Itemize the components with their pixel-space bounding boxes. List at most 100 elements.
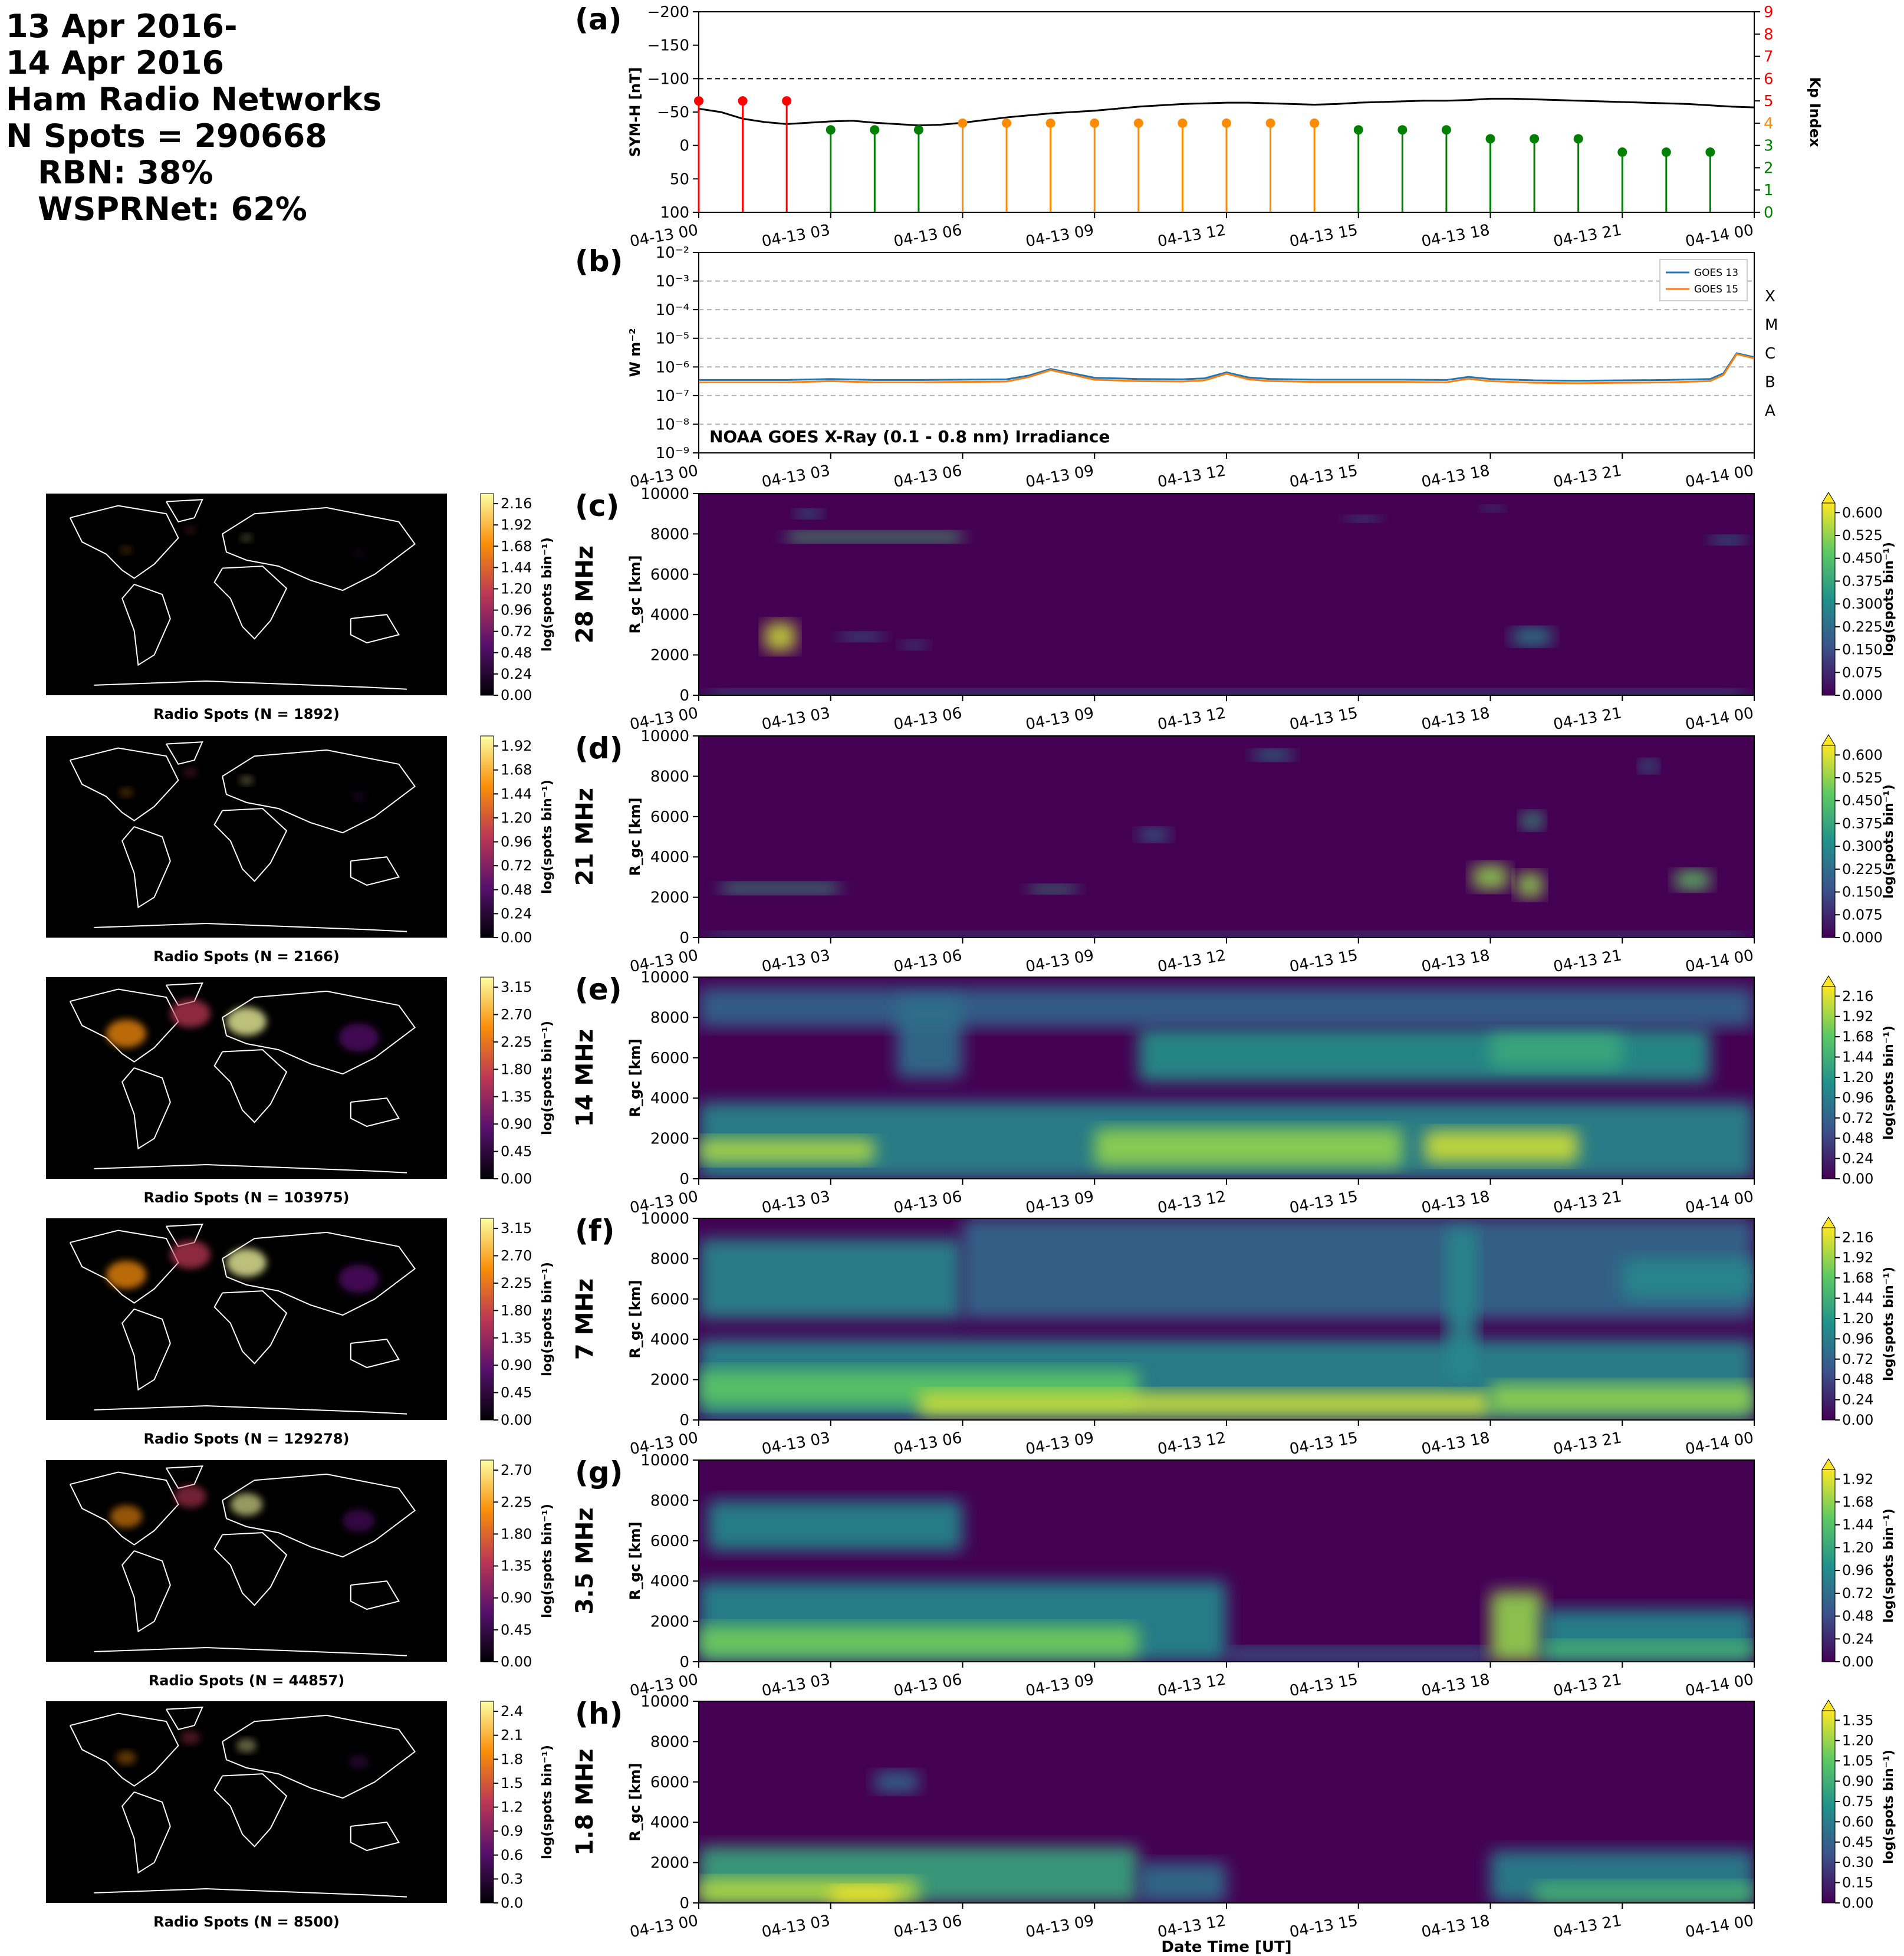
spot-density: [236, 1738, 257, 1753]
spot-density: [183, 767, 198, 777]
y-tick-label: 8000: [650, 1733, 689, 1751]
x-tick-label: 04-13 03: [761, 1429, 831, 1458]
goes-line: [699, 352, 1755, 382]
kp-marker: [826, 125, 836, 135]
colorbar-tick-label: 1.20: [1842, 1310, 1873, 1327]
map-e: Radio Spots (N = 103975) 0.00 0.45 0.90 1.35…: [46, 977, 555, 1206]
heatmap-cell: [707, 1500, 963, 1551]
colorbar-tick-label: 1.8: [501, 1751, 523, 1767]
colorbar-extend: [1821, 1217, 1836, 1228]
colorbar-tick-label: 0.00: [1842, 1653, 1873, 1670]
kp-marker: [1485, 134, 1495, 144]
heatmap-cell: [896, 997, 963, 1078]
map-caption: Radio Spots (N = 2166): [153, 948, 340, 965]
colorbar-tick-label: 0.24: [1842, 1392, 1873, 1408]
coastline: [69, 505, 179, 579]
map-background: [46, 494, 447, 695]
coastline: [213, 1290, 288, 1365]
colorbar-tick-label: 0.450: [1842, 550, 1883, 567]
colorbar-tick-label: 0.00: [501, 1412, 532, 1428]
map-caption: Radio Spots (N = 129278): [143, 1431, 349, 1447]
colorbar-tick-label: 0.72: [1842, 1351, 1873, 1367]
flare-class-label: X: [1765, 288, 1775, 305]
y-tick-label: 0: [679, 1412, 689, 1429]
colorbar-tick-label: 2.70: [501, 1007, 532, 1023]
colorbar-tick-label: 1.68: [1842, 1270, 1873, 1286]
y-axis-label: R_gc [km]: [627, 1280, 643, 1358]
colorbar-tick-label: 1.80: [501, 1302, 532, 1319]
colorbar-tick-label: 0.6: [501, 1847, 523, 1863]
y-tick-label: 4000: [650, 1331, 689, 1349]
coastline: [69, 1712, 179, 1787]
colorbar-tick-label: 0.72: [1842, 1110, 1873, 1126]
y-tick-label: 8000: [650, 1009, 689, 1027]
x-tick-label: 04-13 12: [1156, 221, 1227, 251]
colorbar-extend: [1821, 1699, 1836, 1711]
colorbar-tick-label: 1.68: [501, 762, 532, 778]
colorbar-extend: [1821, 975, 1836, 987]
y-tick-label: 6000: [650, 1291, 689, 1309]
map-c: Radio Spots (N = 1892) 0.00 0.24 0.48 0.72 0.…: [46, 493, 555, 722]
heatmap-background: [699, 494, 1754, 695]
x-tick-label: 04-13 12: [1156, 1671, 1227, 1700]
y-tick-label: 10⁻⁸: [656, 416, 689, 433]
x-tick-label: 04-13 21: [1552, 462, 1623, 491]
x-tick-label: 04-13 18: [1420, 946, 1491, 976]
spot-density: [174, 1485, 206, 1508]
y-tick-label: 2000: [650, 1613, 689, 1631]
flare-class-label: C: [1765, 345, 1775, 363]
x-tick-label: 04-13 06: [892, 221, 963, 251]
x-tick-label: 04-13 03: [761, 946, 831, 976]
heatmap-cell: [1490, 1591, 1543, 1662]
band-label: 21 MHz: [571, 788, 599, 886]
colorbar-tick-label: 1.92: [1842, 1008, 1873, 1025]
panel-g-heatmap: (g) 0 2000 4000 6000 8000 10000 R_gc [km] 3.5 MH…: [571, 1452, 1896, 1700]
y-tick-label: 6000: [650, 808, 689, 826]
x-tick-label: 04-13 09: [1024, 1671, 1095, 1700]
kp-marker: [1441, 125, 1451, 135]
y-tick-label: 4000: [650, 1090, 689, 1107]
colorbar-tick-label: 0.24: [501, 666, 532, 682]
x-tick-label: 04-14 00: [1684, 946, 1755, 976]
colorbar-tick-label: 0.24: [1842, 1630, 1873, 1647]
kp-marker: [1661, 147, 1671, 157]
heatmap-cell: [1252, 749, 1293, 761]
x-tick-label: 04-13 09: [1024, 704, 1095, 734]
heatmap-background: [699, 736, 1754, 938]
map-caption: Radio Spots (N = 1892): [153, 706, 340, 722]
colorbar-tick-label: 0.150: [1842, 642, 1883, 658]
colorbar-tick-label: 1.44: [501, 785, 532, 802]
colorbar-tick-label: 1.2: [501, 1799, 523, 1816]
band-label: 28 MHz: [571, 545, 599, 643]
y-tick-label: 10⁻⁶: [656, 359, 689, 376]
coastline: [222, 749, 416, 834]
y-tick-label: 50: [670, 170, 689, 188]
title-line-1: 13 Apr 2016-: [6, 8, 238, 45]
y-tick-label: 0: [679, 1653, 689, 1671]
panel-d-heatmap: (d) 0 2000 4000 6000 8000 10000 R_gc [km] 21 MHz…: [571, 728, 1896, 976]
spot-density: [353, 550, 365, 558]
heatmap-cell: [1534, 1882, 1754, 1903]
heatmap-cell: [1138, 1862, 1226, 1903]
colorbar-tick-label: 1.44: [1842, 1290, 1873, 1307]
colorbar-tick-label: 1.35: [501, 1558, 532, 1574]
heatmap-cell: [1512, 629, 1552, 645]
x-tick-label: 04-13 12: [1156, 704, 1227, 734]
coastline: [350, 1822, 400, 1852]
heatmap-cell: [1424, 1130, 1579, 1163]
x-tick-label: 04-13 18: [1420, 1912, 1491, 1941]
map-background: [46, 736, 447, 938]
coastline: [166, 1707, 203, 1731]
x-tick-label: 04-13 18: [1420, 462, 1491, 491]
panel-h-heatmap: (h) 0 2000 4000 6000 8000 10000 R_gc [km] 1.8 MH…: [571, 1693, 1896, 1941]
kp-marker: [1397, 125, 1408, 135]
y-tick-label: 10000: [640, 969, 689, 987]
kp-marker: [1045, 118, 1055, 128]
colorbar-tick-label: 0.000: [1842, 687, 1883, 703]
y-tick-label: 6000: [650, 1050, 689, 1067]
heatmap-cells: [707, 749, 1746, 938]
colorbar-tick-label: 1.68: [1842, 1028, 1873, 1045]
legend-box: [1659, 259, 1748, 301]
colorbar-tick-label: 2.70: [501, 1462, 532, 1478]
y-tick-label: 2000: [650, 1130, 689, 1148]
